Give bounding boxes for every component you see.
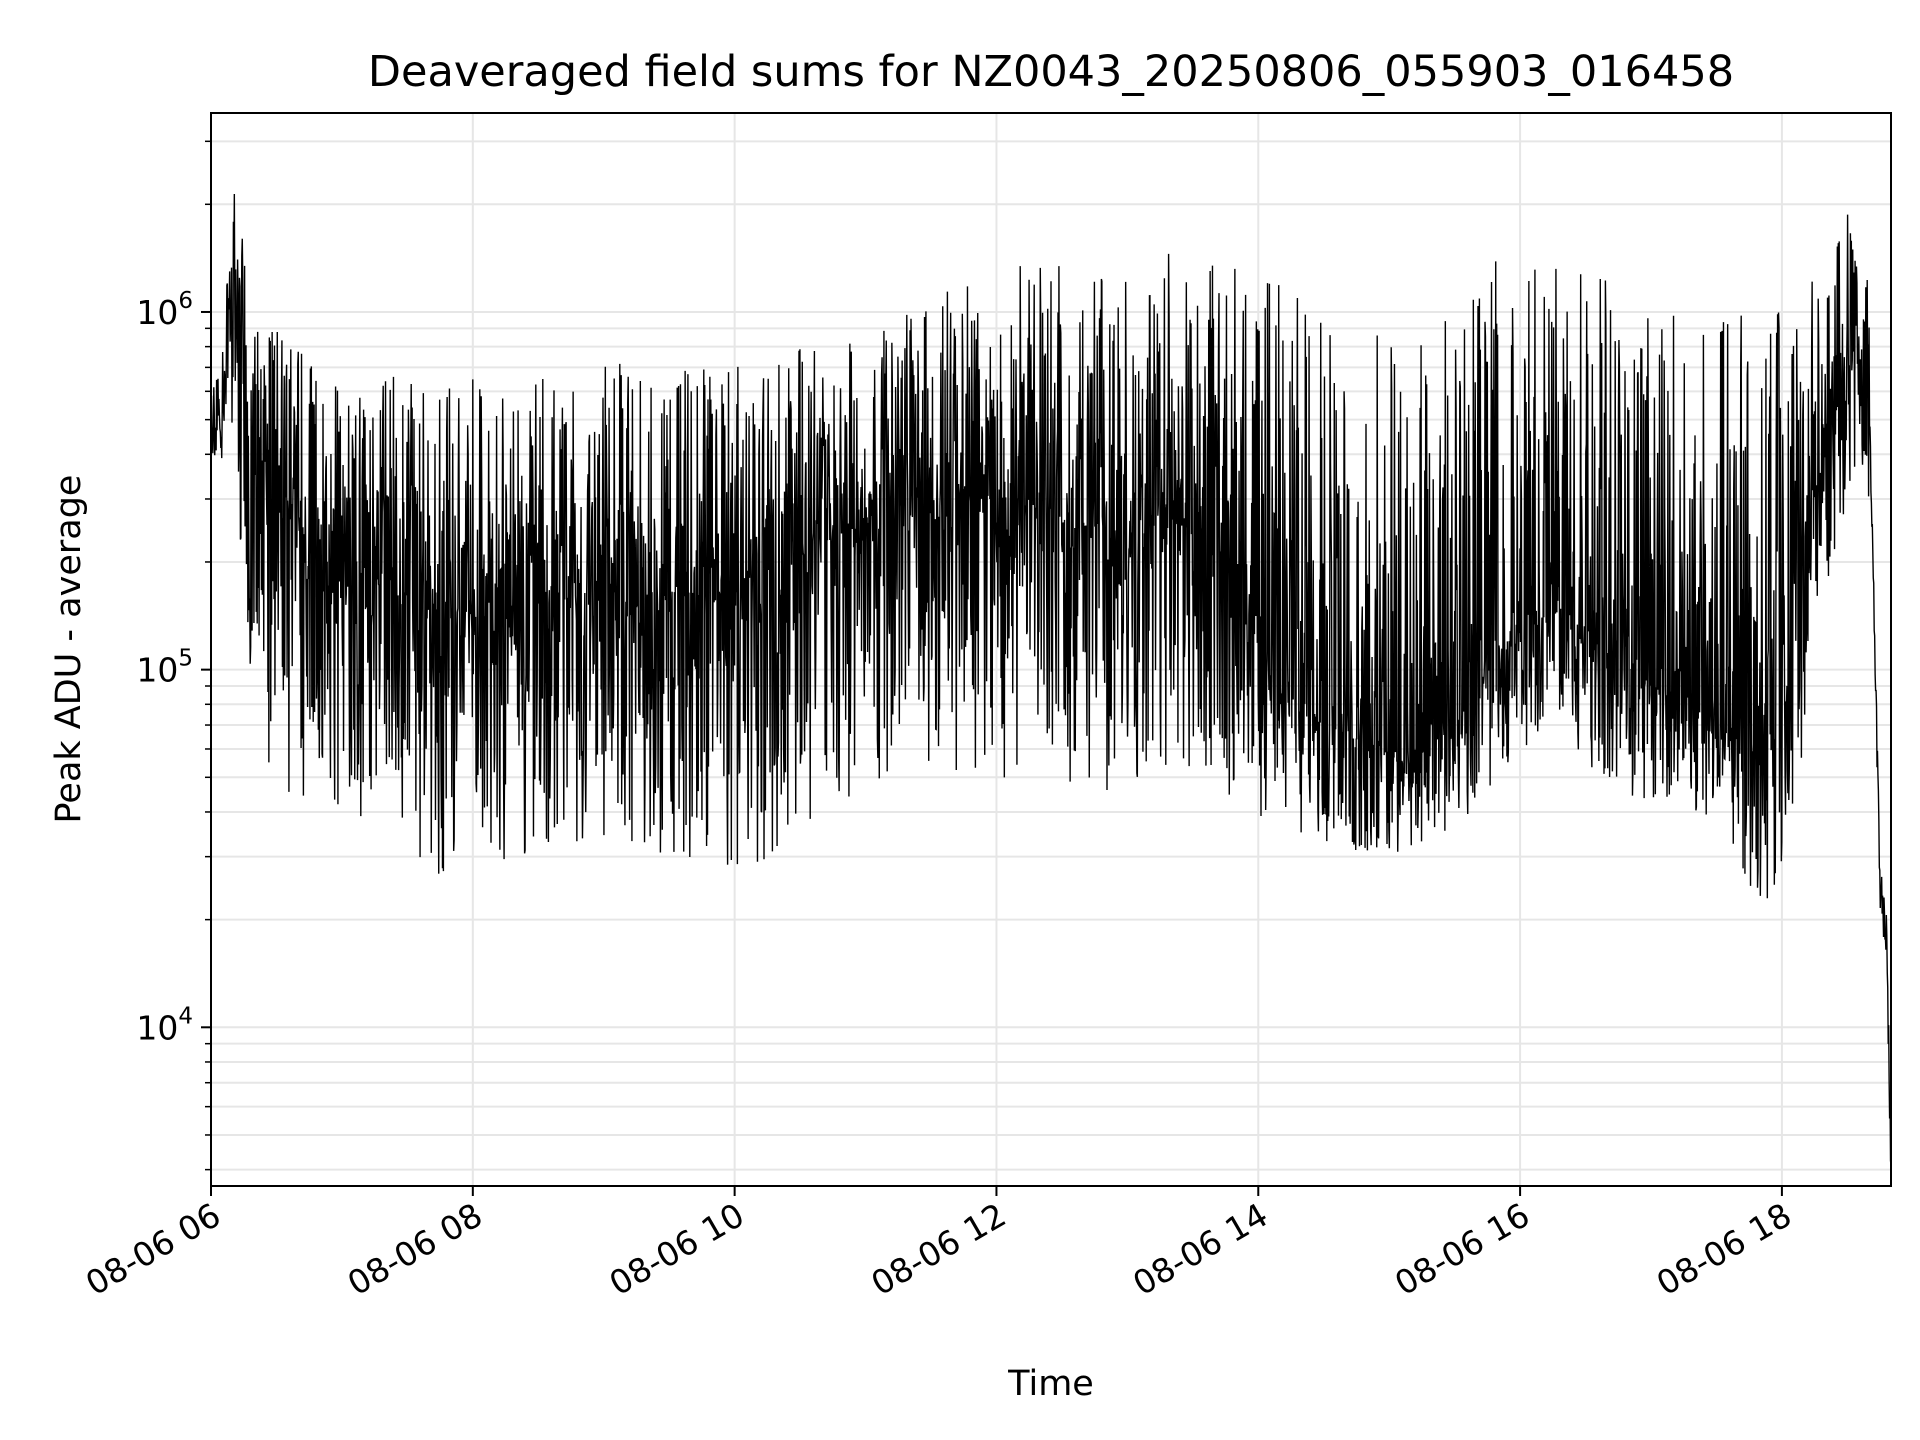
y-tick-exponent: 6 [178, 288, 193, 314]
y-axis-label: Peak ADU - average [49, 475, 89, 824]
x-tick-label: 08-06 08 [341, 1195, 489, 1303]
chart-title: Deaveraged field sums for NZ0043_2025080… [368, 47, 1734, 97]
plot-area [210, 194, 1892, 1166]
y-tick-exponent: 5 [178, 646, 193, 672]
x-tick-label: 08-06 06 [79, 1195, 227, 1303]
y-tick-exponent: 4 [178, 1003, 193, 1029]
x-axis-label: Time [1007, 1364, 1094, 1404]
x-tick-label: 08-06 16 [1388, 1195, 1536, 1303]
y-tick-base: 10 [136, 293, 178, 332]
x-tick-label: 08-06 14 [1126, 1195, 1274, 1303]
y-tick-base: 10 [136, 1008, 178, 1047]
y-tick-label: 104 [136, 1003, 193, 1047]
series-line [210, 194, 1892, 1166]
y-tick-label: 106 [136, 288, 193, 332]
x-tick-label: 08-06 18 [1650, 1195, 1798, 1303]
axes-frame [210, 112, 1892, 1187]
y-tick-base: 10 [136, 651, 178, 690]
x-tick-label: 08-06 12 [864, 1195, 1012, 1303]
y-tick-label: 105 [136, 646, 193, 690]
x-tick-label: 08-06 10 [603, 1195, 751, 1303]
